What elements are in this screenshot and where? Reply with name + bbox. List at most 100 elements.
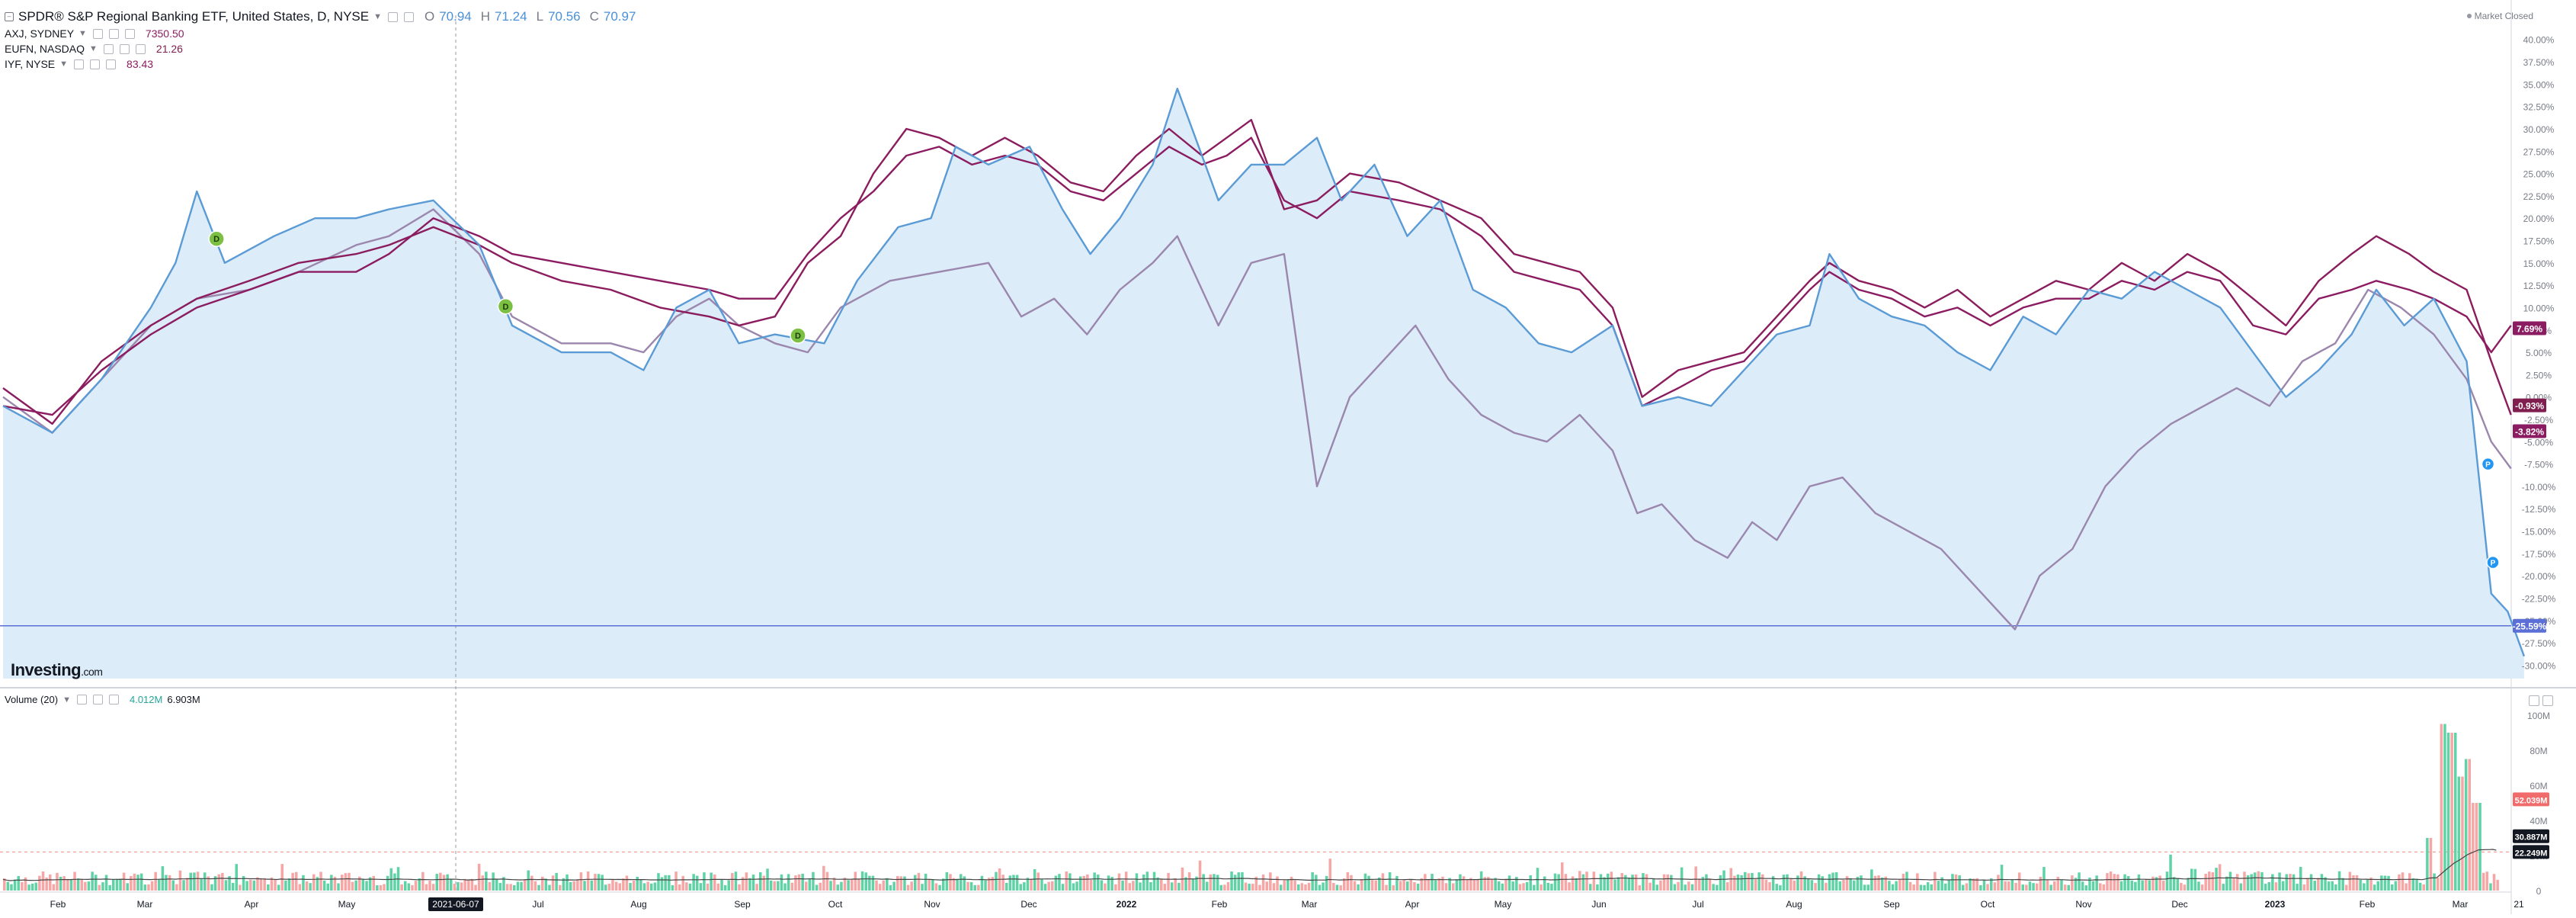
y-tick-label: 35.00% [2523,79,2555,90]
volume-bar [527,870,530,891]
volume-bar [1501,883,1504,891]
volume-bar [161,866,165,891]
volume-bar [2141,880,2144,891]
volume-bar [2180,882,2183,891]
volume-bar [203,872,207,891]
volume-bar [1494,878,1497,891]
volume-bar [2126,876,2130,891]
volume-bar [2063,884,2067,891]
collapse-icon[interactable]: – [5,12,14,21]
volume-bar [723,885,727,891]
volume-last-value-text: 22.249M [2515,849,2548,858]
volume-bar [21,881,24,891]
volume-bar [1339,885,1342,891]
compare-symbol: EUFN, NASDAQ [5,43,85,55]
volume-bar [1139,882,1142,891]
volume-bar [696,875,699,891]
chevron-down-icon[interactable]: ▼ [78,29,87,38]
volume-bar [1174,878,1177,891]
main-symbol-row[interactable]: – SPDR® S&P Regional Banking ETF, United… [5,8,640,26]
volume-bar [2289,874,2292,891]
x-tick-label: 2022 [1117,899,1137,910]
volume-bar [1202,874,1205,891]
volume-bar [530,875,533,891]
close-icon[interactable] [135,43,146,54]
volume-bar [2235,874,2239,891]
volume-bar [960,874,963,891]
visibility-toggle-icon[interactable] [387,11,398,22]
brand-name: Investing [11,660,82,679]
pane-collapse-icon[interactable] [2542,695,2553,706]
volume-bar [431,884,435,891]
volume-bar [2074,878,2078,891]
volume-bar [1979,885,1982,891]
brand-suffix: .com [81,666,103,678]
volume-bar [604,884,607,891]
settings-icon[interactable] [119,43,130,54]
volume-bar [1100,880,1104,891]
visibility-toggle-icon[interactable] [74,59,85,69]
volume-bar [1304,884,1307,891]
close-icon[interactable] [124,28,135,39]
volume-bars [3,724,2499,891]
volume-ma-line [2,849,2497,881]
visibility-toggle-icon[interactable] [103,43,114,54]
settings-icon[interactable] [90,59,101,69]
chevron-down-icon[interactable]: ▼ [59,59,69,69]
x-tick-label: Sep [1883,899,1900,910]
compare-row-axj[interactable]: AXJ, SYDNEY ▼ 7350.50 [5,26,640,41]
volume-bar [1666,874,1669,891]
close-icon[interactable] [108,695,119,705]
volume-bar [139,873,143,891]
settings-icon[interactable] [92,695,103,705]
volume-bar [1652,878,1655,891]
x-tick-label: Nov [924,899,940,910]
settings-icon[interactable] [108,28,119,39]
volume-bar [2411,878,2415,891]
dividend-marker: D [790,327,806,344]
volume-bar [2454,733,2457,891]
volume-bar [2113,874,2116,891]
volume-bar [126,883,129,891]
volume-bar [348,872,351,891]
volume-bar [607,884,611,891]
volume-bar [1054,875,1058,891]
volume-bar [1167,872,1170,891]
volume-bar [1880,877,1884,891]
chevron-down-icon[interactable]: ▼ [89,44,98,53]
y-tick-label: -10.00% [2522,482,2556,493]
close-icon[interactable] [106,59,117,69]
compare-row-iyf[interactable]: IYF, NYSE ▼ 83.43 [5,56,640,72]
volume-bar [766,868,769,891]
volume-bar [952,878,956,891]
volume-bar [2398,874,2401,891]
volume-bar [2355,875,2359,891]
volume-bar [1089,880,1093,891]
volume-bar [2032,883,2035,891]
visibility-toggle-icon[interactable] [92,28,103,39]
volume-bar [2145,879,2148,891]
last-value-bg [2513,398,2546,412]
volume-bar [1286,879,1290,891]
volume-bar [309,883,312,891]
volume-bar [2446,733,2450,891]
series-line-main [2,88,2526,657]
volume-bar [1561,862,1564,891]
settings-icon[interactable] [403,11,414,22]
volume-bar [1097,875,1100,891]
compare-row-eufn[interactable]: EUFN, NASDAQ ▼ 21.26 [5,41,640,56]
volume-bar [231,883,235,891]
chevron-down-icon[interactable]: ▼ [373,12,382,21]
dividend-badge-circle [790,327,806,344]
event-badge-circle [2481,457,2495,471]
volume-bar [650,883,653,891]
volume-bar [1589,884,1592,891]
volume-bar [1325,875,1328,891]
x-tick-label: Oct [1981,899,1995,910]
volume-bar [1599,874,1603,891]
visibility-toggle-icon[interactable] [76,695,87,705]
volume-bar [2363,883,2366,891]
chevron-down-icon[interactable]: ▼ [62,695,71,705]
pane-maximize-icon[interactable] [2529,695,2539,706]
